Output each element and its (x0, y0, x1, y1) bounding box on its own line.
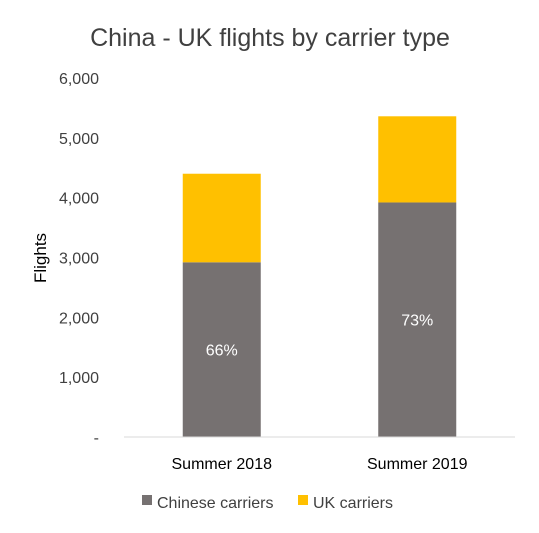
y-tick-label: 6,000 (59, 71, 99, 88)
y-tick-label: 3,000 (59, 251, 99, 268)
legend-label: Chinese carriers (157, 495, 273, 512)
y-axis-label: Flights (31, 233, 50, 283)
bars: 66% 73% (182, 116, 457, 437)
bar-chinese-carriers (378, 202, 457, 437)
x-tick-label: Summer 2018 (172, 456, 273, 473)
chart-title: China - UK flights by carrier type (90, 24, 450, 52)
y-tick-label: 1,000 (59, 370, 99, 387)
bar-uk-carriers (182, 173, 261, 263)
data-label: 73% (401, 313, 433, 330)
y-tick-label: 2,000 (59, 310, 99, 327)
legend-swatch (298, 495, 308, 505)
y-tick-label: 5,000 (59, 131, 99, 148)
bar-chinese-carriers (182, 262, 261, 437)
legend: Chinese carriers UK carriers (142, 495, 393, 512)
y-axis-ticks: - 1,000 2,000 3,000 4,000 5,000 6,000 (59, 71, 99, 447)
data-label: 66% (206, 343, 238, 360)
x-tick-label: Summer 2019 (367, 456, 468, 473)
x-axis-ticks: Summer 2018 Summer 2019 (172, 456, 468, 473)
bar-uk-carriers (378, 116, 457, 203)
legend-swatch (142, 495, 152, 505)
y-tick-label: 4,000 (59, 191, 99, 208)
legend-label: UK carriers (313, 495, 393, 512)
y-tick-label: - (94, 430, 99, 447)
